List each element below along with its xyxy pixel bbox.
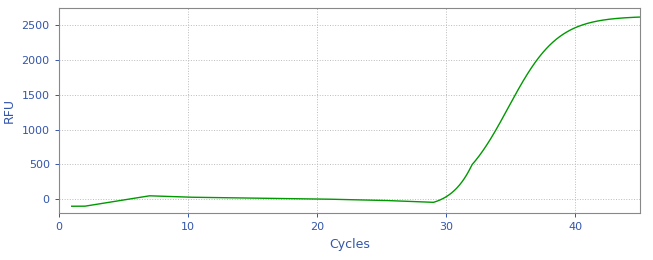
X-axis label: Cycles: Cycles [329,238,370,251]
Y-axis label: RFU: RFU [3,98,16,123]
